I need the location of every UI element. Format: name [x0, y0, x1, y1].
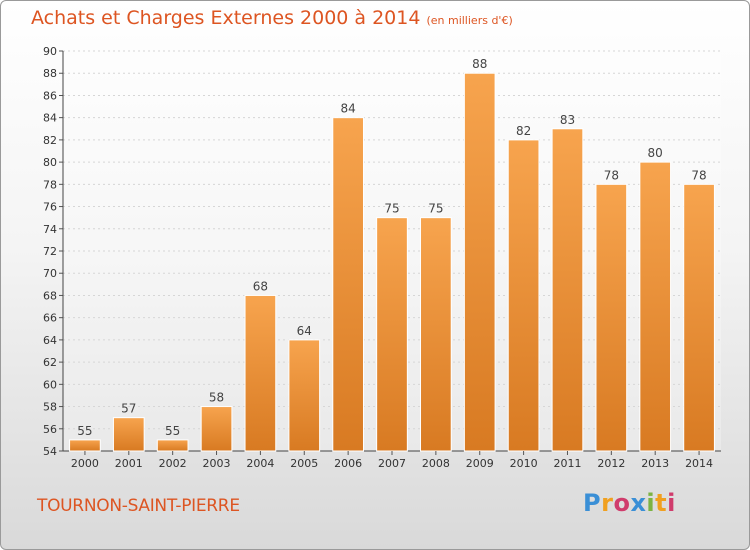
logo-letter: P — [583, 489, 602, 517]
y-tick-label: 56 — [43, 423, 57, 436]
y-tick-label: 58 — [43, 401, 57, 414]
y-tick-label: 84 — [43, 112, 57, 125]
bar — [507, 139, 540, 452]
y-tick-label: 70 — [43, 267, 57, 280]
bar — [463, 72, 496, 452]
data-label: 80 — [648, 146, 663, 160]
y-tick-label: 72 — [43, 245, 57, 258]
bar — [200, 406, 233, 452]
x-tick-label: 2010 — [510, 457, 538, 470]
unit-note: (en milliers d'€) — [426, 14, 513, 27]
data-label: 78 — [691, 168, 706, 182]
data-label: 83 — [560, 113, 575, 127]
bar — [156, 439, 189, 452]
x-tick-label: 2004 — [246, 457, 274, 470]
x-tick-label: 2000 — [71, 457, 99, 470]
x-tick-label: 2005 — [290, 457, 318, 470]
bar — [420, 217, 452, 452]
y-tick-label: 76 — [43, 201, 57, 214]
x-tick-label: 2011 — [553, 457, 581, 470]
logo-letter: t — [655, 489, 668, 517]
bar — [683, 183, 715, 452]
logo-letter: r — [601, 489, 614, 517]
y-tick-label: 90 — [43, 45, 57, 58]
y-tick-label: 62 — [43, 356, 57, 369]
chart-title-text: Achats et Charges Externes 2000 à 2014 — [31, 7, 421, 29]
logo-letter: i — [646, 489, 656, 517]
x-tick-label: 2006 — [334, 457, 362, 470]
bar — [244, 294, 277, 452]
x-tick-label: 2002 — [159, 457, 187, 470]
x-tick-label: 2014 — [685, 457, 713, 470]
bar — [639, 161, 672, 452]
bar — [112, 417, 145, 452]
y-tick-label: 86 — [43, 89, 57, 102]
y-tick-label: 66 — [43, 312, 57, 325]
x-tick-label: 2013 — [641, 457, 669, 470]
y-tick-label: 88 — [43, 67, 57, 80]
y-tick-label: 54 — [43, 445, 57, 458]
y-tick-label: 80 — [43, 156, 57, 169]
x-tick-label: 2007 — [378, 457, 406, 470]
bar — [595, 183, 628, 452]
bar — [69, 439, 101, 452]
y-tick-label: 74 — [43, 223, 57, 236]
logo-letter: i — [667, 489, 676, 517]
data-label: 82 — [516, 124, 531, 138]
bar — [288, 339, 321, 452]
data-label: 55 — [77, 424, 92, 438]
data-label: 55 — [165, 424, 180, 438]
data-label: 84 — [340, 102, 355, 116]
bar — [551, 128, 584, 452]
x-tick-label: 2012 — [597, 457, 625, 470]
x-tick-label: 2008 — [422, 457, 450, 470]
data-label: 58 — [209, 391, 224, 405]
x-tick-label: 2009 — [466, 457, 494, 470]
y-tick-label: 82 — [43, 134, 57, 147]
commune-name: TOURNON-SAINT-PIERRE — [37, 496, 240, 516]
data-label: 75 — [428, 202, 443, 216]
logo-letter: o — [613, 489, 631, 517]
x-tick-label: 2003 — [203, 457, 231, 470]
chart-title: Achats et Charges Externes 2000 à 2014 (e… — [31, 7, 513, 29]
logo-letter: x — [630, 489, 647, 517]
data-label: 57 — [121, 402, 136, 416]
data-label: 68 — [253, 279, 268, 293]
proxiti-logo: Proxiti — [583, 489, 676, 517]
data-label: 64 — [297, 324, 312, 338]
bar — [376, 217, 408, 452]
bar — [332, 117, 364, 452]
x-tick-label: 2001 — [115, 457, 143, 470]
y-tick-label: 68 — [43, 289, 57, 302]
data-label: 75 — [384, 202, 399, 216]
data-label: 88 — [472, 57, 487, 71]
data-label: 78 — [604, 168, 619, 182]
y-tick-label: 78 — [43, 178, 57, 191]
y-tick-label: 64 — [43, 334, 57, 347]
y-tick-label: 60 — [43, 378, 57, 391]
